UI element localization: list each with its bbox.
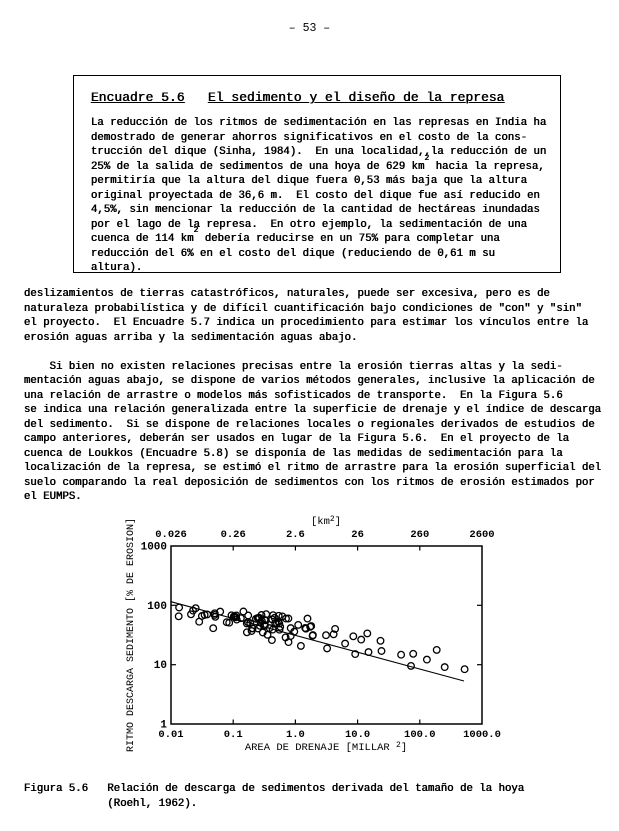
svg-text:0.1: 0.1 (224, 729, 243, 741)
svg-text:[km2]: [km2] (311, 515, 341, 528)
svg-text:10.0: 10.0 (345, 729, 370, 741)
svg-text:1: 1 (160, 720, 167, 732)
svg-text:1000.0: 1000.0 (463, 729, 501, 741)
svg-text:100: 100 (147, 601, 167, 613)
svg-text:1.0: 1.0 (286, 729, 305, 741)
svg-text:26: 26 (351, 529, 364, 541)
svg-text:0.26: 0.26 (221, 529, 246, 541)
svg-text:260: 260 (410, 529, 429, 541)
svg-text:RITMO DESCARGA SEDIMENTO [% DE: RITMO DESCARGA SEDIMENTO [% DE EROSION] (125, 518, 137, 752)
svg-text:2600: 2600 (469, 529, 494, 541)
svg-text:AREA DE DRENAJE [MILLAR 2]: AREA DE DRENAJE [MILLAR 2] (245, 741, 407, 754)
svg-text:10: 10 (154, 660, 167, 672)
svg-text:1000: 1000 (141, 542, 167, 554)
svg-text:100.0: 100.0 (404, 729, 436, 741)
svg-text:0.026: 0.026 (155, 529, 187, 541)
svg-text:2.6: 2.6 (286, 529, 305, 541)
